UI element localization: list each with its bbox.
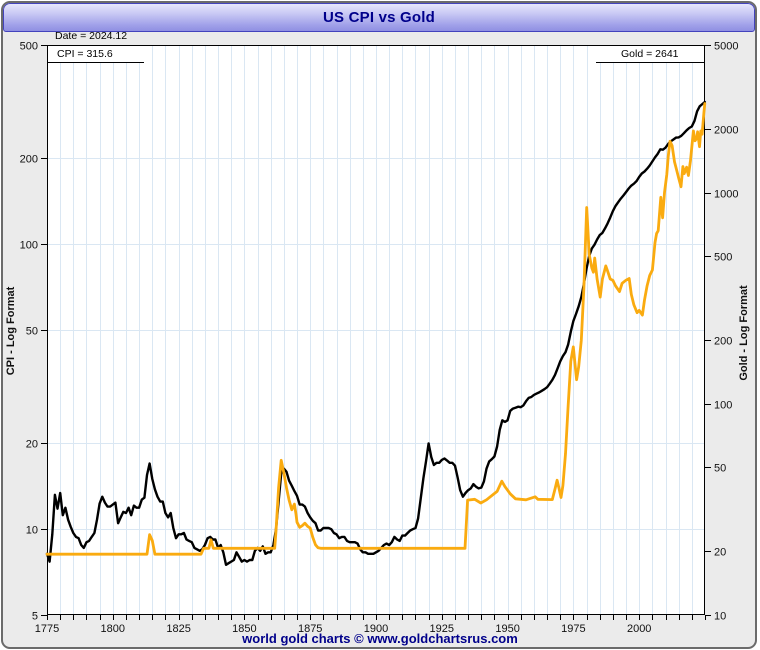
- y-right-tick-label: 200: [714, 336, 732, 348]
- y-left-tick-label: 5: [32, 611, 38, 623]
- y-left-tick-label: 10: [26, 525, 38, 537]
- gold-annotation: Gold = 2641: [596, 46, 704, 63]
- y-left-tick-label: 200: [20, 154, 38, 166]
- x-tick-label: 1825: [166, 623, 190, 635]
- chart-title: US CPI vs Gold: [323, 9, 435, 26]
- y-right-tick-label: 50: [714, 463, 726, 475]
- y-right-tick-label: 2000: [714, 125, 738, 137]
- x-tick-label: 1875: [298, 623, 322, 635]
- x-tick-label: 1775: [35, 623, 59, 635]
- date-annotation: Date = 2024.12: [55, 30, 128, 42]
- x-tick-label: 1800: [101, 623, 125, 635]
- y-right-tick-label: 10: [714, 611, 726, 623]
- right-axis-title: Gold - Log Format: [738, 285, 750, 381]
- cpi-annotation: CPI = 315.6: [48, 46, 144, 63]
- left-axis-title: CPI - Log Format: [5, 286, 17, 375]
- x-tick-label: 1950: [495, 623, 519, 635]
- y-right-tick-label: 100: [714, 400, 732, 412]
- plot-frame: [47, 45, 705, 615]
- y-right-tick-label: 5000: [714, 41, 738, 53]
- x-tick-label: 1850: [232, 623, 256, 635]
- title-bar: US CPI vs Gold: [3, 3, 755, 32]
- y-right-tick-label: 20: [714, 547, 726, 559]
- y-right-tick-label: 1000: [714, 189, 738, 201]
- x-tick-label: 1900: [364, 623, 388, 635]
- y-left-tick-label: 50: [26, 326, 38, 338]
- footer-credit: world gold charts © www.goldchartsrus.co…: [242, 631, 518, 646]
- x-tick-label: 2000: [627, 623, 651, 635]
- y-left-tick-label: 500: [20, 41, 38, 53]
- cpi-series-line: [45, 100, 706, 566]
- x-tick-label: 1925: [430, 623, 454, 635]
- y-right-tick-label: 500: [714, 252, 732, 264]
- y-left-tick-label: 100: [20, 240, 38, 252]
- x-tick-label: 1975: [561, 623, 585, 635]
- y-left-tick-label: 20: [26, 439, 38, 451]
- gold-series-line: [45, 102, 707, 556]
